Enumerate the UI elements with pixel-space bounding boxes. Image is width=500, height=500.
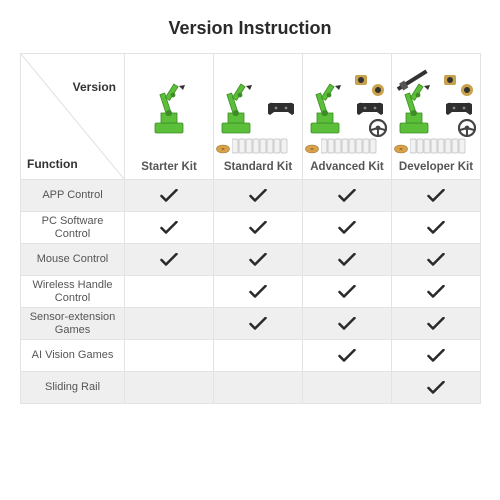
feature-cell xyxy=(214,244,303,276)
feature-cell xyxy=(303,340,392,372)
check-icon xyxy=(125,253,213,267)
check-icon xyxy=(392,285,480,299)
check-icon xyxy=(214,221,302,235)
feature-cell xyxy=(214,372,303,404)
check-icon xyxy=(392,349,480,363)
product-image-developer xyxy=(394,69,478,157)
feature-label: PC Software Control xyxy=(21,212,125,244)
column-header-advanced: Advanced Kit xyxy=(303,54,392,180)
product-image-starter xyxy=(127,69,211,157)
feature-cell xyxy=(303,276,392,308)
product-image-standard xyxy=(216,69,300,157)
check-icon xyxy=(303,317,391,331)
feature-cell xyxy=(392,276,481,308)
feature-cell xyxy=(392,372,481,404)
kit-name: Advanced Kit xyxy=(305,161,389,173)
check-icon xyxy=(392,253,480,267)
feature-cell xyxy=(303,180,392,212)
feature-label: Sensor-extension Games xyxy=(21,308,125,340)
feature-cell xyxy=(303,244,392,276)
axis-version-label: Version xyxy=(73,80,116,94)
kit-name: Standard Kit xyxy=(216,161,300,173)
check-icon xyxy=(392,381,480,395)
product-image-advanced xyxy=(305,69,389,157)
feature-cell xyxy=(303,212,392,244)
feature-cell xyxy=(214,212,303,244)
axis-function-label: Function xyxy=(27,157,78,171)
feature-cell xyxy=(125,212,214,244)
check-icon xyxy=(125,221,213,235)
page-title: Version Instruction xyxy=(20,18,480,39)
table-row: PC Software Control xyxy=(21,212,481,244)
feature-cell xyxy=(392,180,481,212)
axis-corner-cell: Version Function xyxy=(21,54,125,180)
check-icon xyxy=(303,221,391,235)
feature-cell xyxy=(214,276,303,308)
check-icon xyxy=(214,189,302,203)
table-row: Sliding Rail xyxy=(21,372,481,404)
check-icon xyxy=(214,285,302,299)
kit-name: Developer Kit xyxy=(394,161,478,173)
check-icon xyxy=(303,189,391,203)
table-row: Mouse Control xyxy=(21,244,481,276)
feature-cell xyxy=(125,340,214,372)
check-icon xyxy=(392,221,480,235)
feature-cell xyxy=(214,180,303,212)
feature-cell xyxy=(125,244,214,276)
table-row: APP Control xyxy=(21,180,481,212)
feature-label: APP Control xyxy=(21,180,125,212)
check-icon xyxy=(303,253,391,267)
feature-cell xyxy=(125,372,214,404)
column-header-starter: Starter Kit xyxy=(125,54,214,180)
check-icon xyxy=(303,349,391,363)
feature-cell xyxy=(392,244,481,276)
feature-cell xyxy=(392,340,481,372)
table-row: Sensor-extension Games xyxy=(21,308,481,340)
kit-name: Starter Kit xyxy=(127,161,211,173)
feature-cell xyxy=(125,276,214,308)
feature-cell xyxy=(392,308,481,340)
feature-label: AI Vision Games xyxy=(21,340,125,372)
check-icon xyxy=(392,317,480,331)
feature-cell xyxy=(214,340,303,372)
feature-label: Sliding Rail xyxy=(21,372,125,404)
feature-cell xyxy=(303,372,392,404)
table-row: Wireless Handle Control xyxy=(21,276,481,308)
feature-cell xyxy=(392,212,481,244)
feature-label: Mouse Control xyxy=(21,244,125,276)
feature-cell xyxy=(125,180,214,212)
check-icon xyxy=(303,285,391,299)
check-icon xyxy=(392,189,480,203)
column-header-developer: Developer Kit xyxy=(392,54,481,180)
feature-cell xyxy=(214,308,303,340)
table-row: AI Vision Games xyxy=(21,340,481,372)
comparison-table: Version Function Starter Kit Standard Ki… xyxy=(20,53,481,404)
feature-cell xyxy=(125,308,214,340)
column-header-standard: Standard Kit xyxy=(214,54,303,180)
feature-label: Wireless Handle Control xyxy=(21,276,125,308)
check-icon xyxy=(125,189,213,203)
check-icon xyxy=(214,317,302,331)
feature-cell xyxy=(303,308,392,340)
check-icon xyxy=(214,253,302,267)
